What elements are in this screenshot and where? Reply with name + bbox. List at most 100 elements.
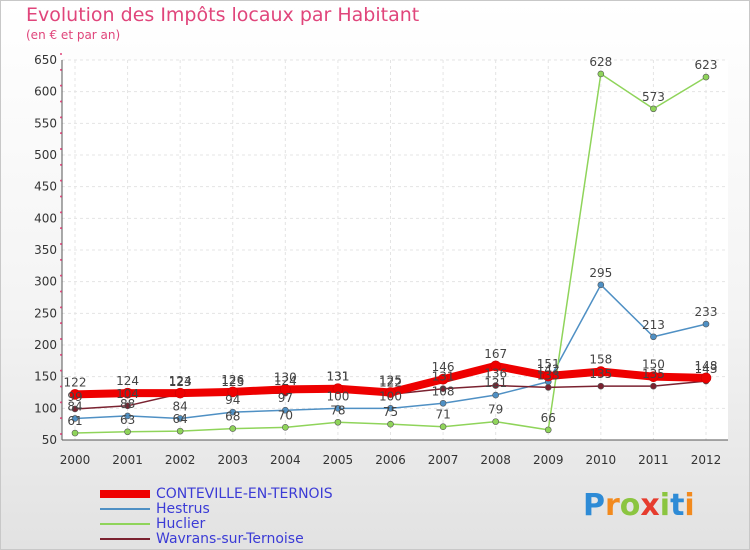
y-axis-dot xyxy=(60,84,62,87)
y-axis-dot xyxy=(60,369,62,372)
data-label-conteville-en-ternois: 124 xyxy=(116,374,139,388)
data-label-conteville-en-ternois: 148 xyxy=(695,359,718,373)
data-label-huclier: 79 xyxy=(488,403,503,417)
data-point-conteville-en-ternois xyxy=(437,373,449,385)
x-tick-label: 2000 xyxy=(60,453,91,467)
y-axis-dot xyxy=(60,274,62,277)
data-label-huclier: 61 xyxy=(67,414,82,428)
data-point-conteville-en-ternois xyxy=(280,384,291,395)
data-point-conteville-en-ternois xyxy=(332,383,344,395)
legend-label: Huclier xyxy=(156,515,206,532)
x-tick-label: 2007 xyxy=(428,453,459,467)
data-point-wavrans-sur-ternoise xyxy=(650,382,657,390)
data-point-conteville-en-ternois xyxy=(595,366,607,377)
data-point-huclier xyxy=(229,425,237,432)
x-tick-label: 2009 xyxy=(533,453,564,467)
data-point-conteville-en-ternois xyxy=(69,389,81,400)
data-label-conteville-en-ternois: 146 xyxy=(432,360,455,374)
y-axis-dot xyxy=(60,116,62,119)
data-label-wavrans-sur-ternoise: 135 xyxy=(589,367,612,381)
data-label-huclier: 78 xyxy=(330,403,345,417)
data-point-huclier xyxy=(544,426,552,434)
data-point-hestrus xyxy=(176,415,184,422)
y-axis-dot xyxy=(60,211,62,214)
chart-subtitle: (en € et par an) xyxy=(26,28,121,42)
data-label-wavrans-sur-ternoise: 124 xyxy=(274,374,297,388)
data-label-hestrus: 88 xyxy=(120,397,135,411)
data-label-huclier: 623 xyxy=(695,58,718,72)
x-tick-label: 2011 xyxy=(638,453,669,467)
data-point-wavrans-sur-ternoise xyxy=(124,402,131,410)
data-point-huclier xyxy=(124,428,131,436)
data-point-wavrans-sur-ternoise xyxy=(544,384,552,391)
y-tick-label: 350 xyxy=(34,243,57,257)
data-point-hestrus xyxy=(650,333,657,341)
data-label-huclier: 68 xyxy=(225,410,240,424)
data-point-hestrus xyxy=(702,320,710,328)
data-label-wavrans-sur-ternoise: 143 xyxy=(695,362,718,376)
data-point-conteville-en-ternois xyxy=(542,370,554,382)
y-axis-dot xyxy=(60,163,62,166)
data-point-hestrus xyxy=(334,405,342,412)
data-label-conteville-en-ternois: 158 xyxy=(589,353,612,367)
x-tick-label: 2003 xyxy=(217,453,248,467)
x-tick-label: 2008 xyxy=(480,453,511,467)
data-point-wavrans-sur-ternoise xyxy=(597,382,605,390)
data-label-hestrus: 233 xyxy=(695,305,718,319)
legend-swatch xyxy=(100,489,150,498)
data-label-hestrus: 108 xyxy=(432,384,455,398)
data-point-hestrus xyxy=(282,406,289,414)
data-label-wavrans-sur-ternoise: 104 xyxy=(116,387,139,401)
data-label-huclier: 63 xyxy=(120,413,135,427)
data-point-huclier xyxy=(71,429,79,437)
data-label-hestrus: 84 xyxy=(67,399,82,413)
data-point-huclier xyxy=(650,105,657,113)
y-tick-label: 50 xyxy=(42,433,57,447)
data-label-hestrus: 295 xyxy=(589,266,612,280)
data-point-huclier xyxy=(387,420,394,428)
x-tick-label: 2001 xyxy=(112,453,143,467)
y-axis-dot xyxy=(60,195,62,198)
y-axis-dot xyxy=(60,53,62,55)
data-point-huclier xyxy=(334,418,342,426)
data-label-huclier: 70 xyxy=(278,408,293,422)
data-label-huclier: 628 xyxy=(589,55,612,69)
y-axis-dot xyxy=(60,306,62,309)
y-axis-dot xyxy=(60,68,62,71)
data-label-hestrus: 121 xyxy=(484,376,507,390)
proxiti-logo: Proxiti xyxy=(583,488,695,523)
data-label-conteville-en-ternois: 151 xyxy=(537,357,560,371)
y-axis-dot xyxy=(60,322,62,325)
y-axis-dot xyxy=(60,353,62,356)
y-axis-dot xyxy=(60,385,62,388)
data-label-hestrus: 84 xyxy=(173,399,188,413)
x-tick-label: 2005 xyxy=(323,453,354,467)
legend-label: CONTEVILLE-EN-TERNOIS xyxy=(156,485,333,502)
data-point-huclier xyxy=(492,418,499,425)
x-tick-label: 2012 xyxy=(691,453,722,467)
data-point-hestrus xyxy=(71,415,79,422)
data-label-wavrans-sur-ternoise: 131 xyxy=(432,370,455,384)
legend-swatch xyxy=(100,522,150,525)
data-label-wavrans-sur-ternoise: 123 xyxy=(169,375,192,389)
data-label-conteville-en-ternois: 122 xyxy=(64,375,87,389)
data-point-wavrans-sur-ternoise xyxy=(492,382,499,389)
legend-label: Hestrus xyxy=(156,500,210,517)
data-point-wavrans-sur-ternoise xyxy=(439,385,447,393)
data-point-wavrans-sur-ternoise xyxy=(71,405,79,413)
y-tick-label: 400 xyxy=(34,211,57,225)
y-axis-dot xyxy=(60,132,62,135)
data-point-huclier xyxy=(702,73,710,81)
data-label-hestrus: 94 xyxy=(225,393,240,407)
data-point-hestrus xyxy=(387,405,394,412)
data-label-hestrus: 100 xyxy=(326,389,349,403)
data-label-wavrans-sur-ternoise: 123 xyxy=(221,375,244,389)
y-tick-label: 500 xyxy=(34,148,57,162)
x-tick-label: 2006 xyxy=(375,453,406,467)
data-label-wavrans-sur-ternoise: 99 xyxy=(67,390,82,404)
data-point-huclier xyxy=(439,423,447,431)
data-point-huclier xyxy=(176,427,184,435)
data-label-conteville-en-ternois: 130 xyxy=(274,370,297,384)
y-tick-label: 550 xyxy=(34,116,57,130)
data-label-hestrus: 142 xyxy=(537,363,560,377)
